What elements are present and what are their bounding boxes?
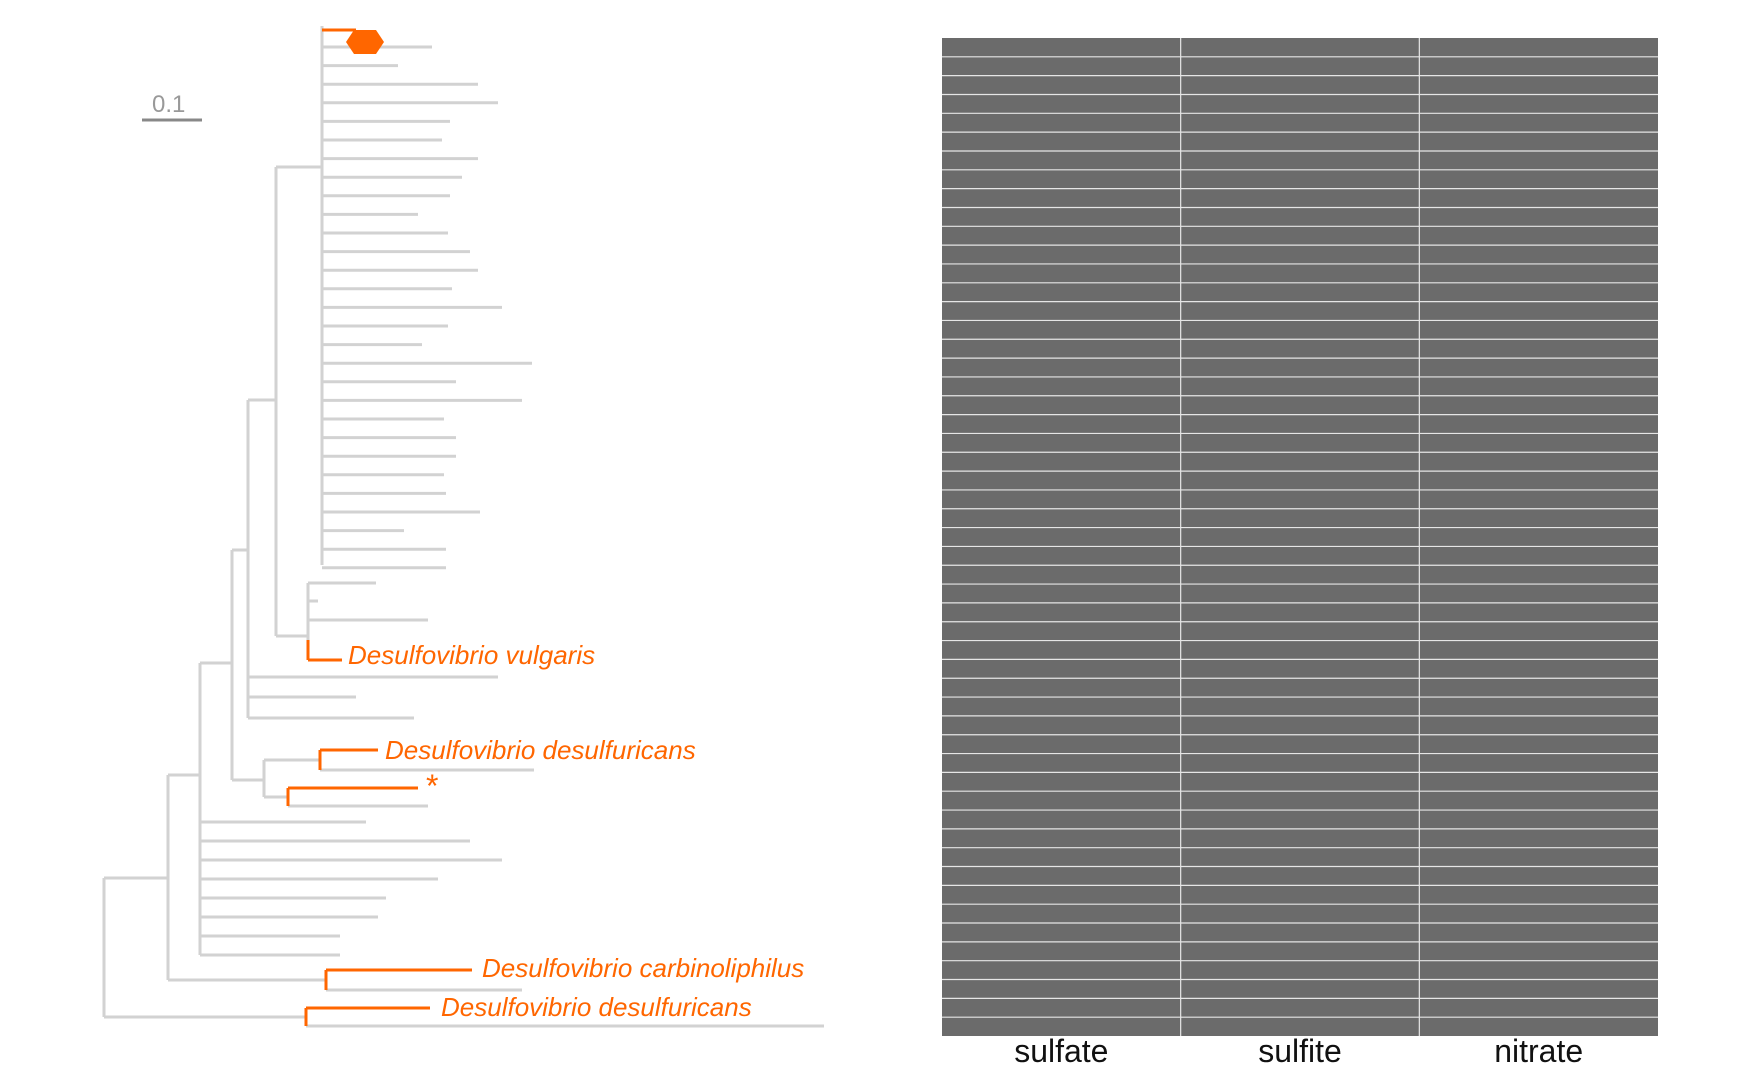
- heatmap-column-label-sulfate: sulfate: [1014, 1033, 1108, 1069]
- phylogenetic-tree: 0.1 Desulfovibrio vulgaris Desulfovibrio…: [102, 26, 824, 1028]
- highlighted-branches: [286, 28, 472, 1026]
- heatmap-column-labels: sulfate sulfite nitrate: [1014, 1033, 1583, 1069]
- heatmap-column-lines: [1180, 38, 1420, 1036]
- tip-label-vulgaris: Desulfovibrio vulgaris: [348, 640, 595, 670]
- heatmap-column-label-sulfite: sulfite: [1258, 1033, 1342, 1069]
- heatmap-row-lines: [942, 56, 1658, 1018]
- tree-branches: [102, 26, 824, 1028]
- diamond-marker-icon: [346, 30, 384, 54]
- heatmap-column-label-nitrate: nitrate: [1494, 1033, 1583, 1069]
- tip-label-carbinoliphilus: Desulfovibrio carbinoliphilus: [482, 953, 804, 983]
- scale-bar: 0.1: [142, 91, 202, 122]
- tip-label-asterisk: *: [426, 768, 438, 804]
- scale-bar-label: 0.1: [152, 91, 185, 118]
- heatmap-background: [942, 38, 1658, 1036]
- tip-label-desulfuricans-1: Desulfovibrio desulfuricans: [385, 735, 696, 765]
- tip-label-desulfuricans-2: Desulfovibrio desulfuricans: [441, 992, 752, 1022]
